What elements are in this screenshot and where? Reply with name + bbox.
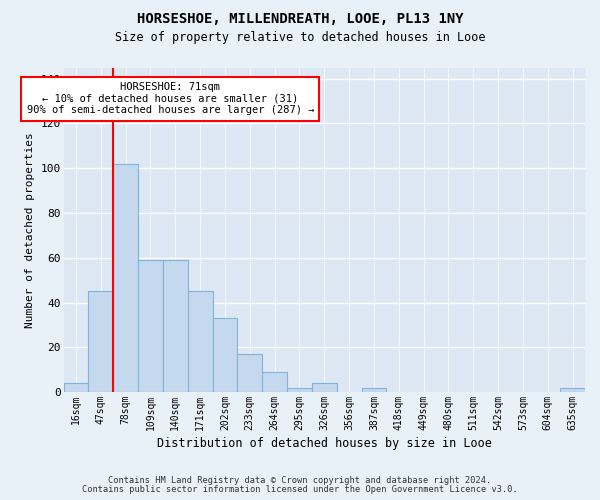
Bar [362,388,386,392]
Bar [287,388,312,392]
Bar [163,260,188,392]
Bar [238,354,262,392]
Bar [312,383,337,392]
Bar [113,164,138,392]
Text: Contains public sector information licensed under the Open Government Licence v3: Contains public sector information licen… [82,485,518,494]
Bar [138,260,163,392]
Text: HORSESHOE: 71sqm
← 10% of detached houses are smaller (31)
90% of semi-detached : HORSESHOE: 71sqm ← 10% of detached house… [26,82,314,116]
Bar [64,383,88,392]
Text: Contains HM Land Registry data © Crown copyright and database right 2024.: Contains HM Land Registry data © Crown c… [109,476,491,485]
Bar [88,292,113,392]
Bar [262,372,287,392]
Y-axis label: Number of detached properties: Number of detached properties [25,132,35,328]
Bar [560,388,585,392]
Text: HORSESHOE, MILLENDREATH, LOOE, PL13 1NY: HORSESHOE, MILLENDREATH, LOOE, PL13 1NY [137,12,463,26]
Bar [212,318,238,392]
Text: Size of property relative to detached houses in Looe: Size of property relative to detached ho… [115,31,485,44]
X-axis label: Distribution of detached houses by size in Looe: Distribution of detached houses by size … [157,437,492,450]
Bar [188,292,212,392]
